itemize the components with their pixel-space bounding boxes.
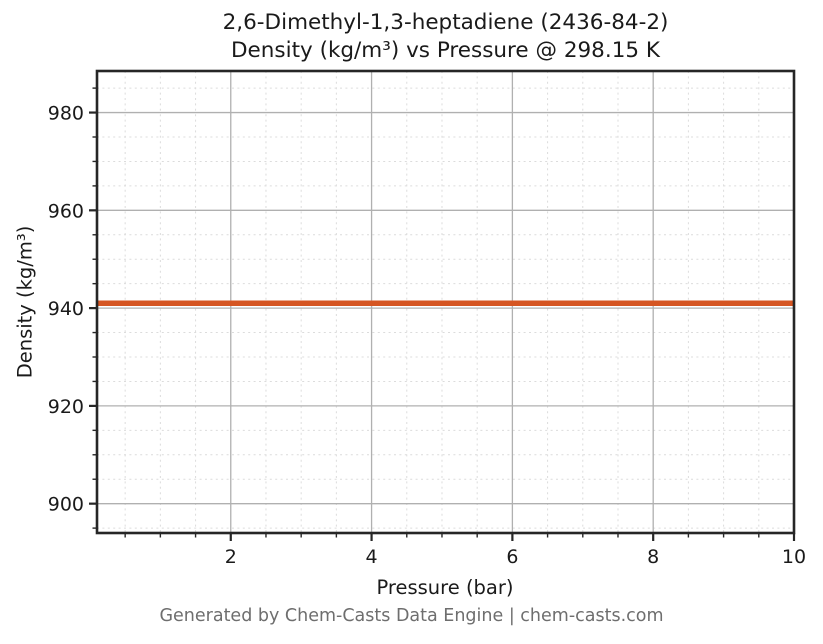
x-tick-label: 10 [782, 546, 806, 568]
y-tick-label: 980 [48, 103, 84, 125]
plot-border [95, 69, 796, 535]
footer-credit: Generated by Chem-Casts Data Engine | ch… [159, 606, 664, 626]
y-tick-label: 960 [48, 200, 84, 222]
chart-title: 2,6-Dimethyl-1,3-heptadiene (2436-84-2) … [0, 9, 823, 65]
chart-title-line1: 2,6-Dimethyl-1,3-heptadiene (2436-84-2) [222, 10, 669, 35]
y-tick-label: 920 [48, 396, 84, 418]
x-tick-label: 2 [225, 546, 237, 568]
chart-title-line2: Density (kg/m³) vs Pressure @ 298.15 K [231, 38, 660, 63]
x-tick-label: 4 [366, 546, 378, 568]
y-tick-label: 940 [48, 298, 84, 320]
x-axis-label: Pressure (bar) [376, 576, 514, 599]
y-tick-label: 900 [48, 494, 84, 516]
x-tick-label: 6 [506, 546, 518, 568]
y-axis-label: Density (kg/m³) [13, 225, 37, 379]
x-tick-label: 8 [647, 546, 659, 568]
